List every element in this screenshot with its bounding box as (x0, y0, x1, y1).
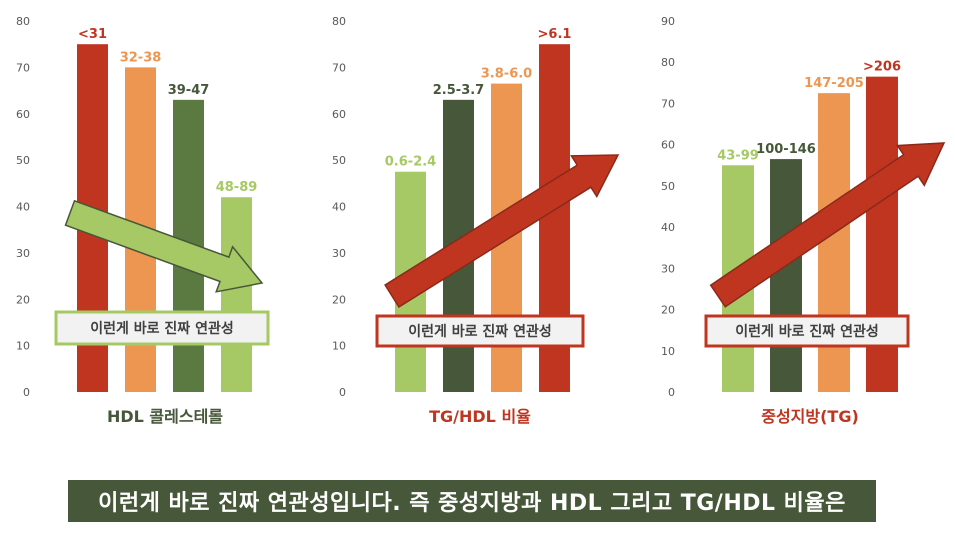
bar-data-label: 39-47 (168, 83, 210, 98)
y-tick-label: 10 (661, 345, 675, 358)
bar-data-label: 147-205 (804, 76, 864, 91)
bar-data-label: 3.8-6.0 (481, 67, 532, 82)
y-tick-label: 70 (332, 61, 346, 74)
bar-data-label: 48-89 (216, 180, 258, 195)
bar-data-label: 2.5-3.7 (433, 83, 484, 98)
bar-data-label: 43-99 (717, 148, 759, 163)
y-tick-label: 30 (661, 262, 675, 275)
y-tick-label: 50 (332, 154, 346, 167)
y-tick-label: 70 (661, 97, 675, 110)
trend-arrow-down-icon (64, 199, 264, 293)
y-tick-label: 20 (661, 304, 675, 317)
callout-box (704, 314, 910, 348)
callout-box (54, 310, 270, 346)
x-axis-label: TG/HDL 비율 (429, 407, 531, 426)
y-tick-label: 30 (16, 247, 30, 260)
y-tick-label: 60 (661, 139, 675, 152)
bar-data-label: >6.1 (538, 27, 572, 42)
x-axis-label: 중성지방(TG) (761, 407, 859, 426)
bar-data-label: 100-146 (756, 142, 816, 157)
y-tick-label: 80 (661, 56, 675, 69)
x-axis-label: HDL 콜레스테롤 (107, 407, 223, 426)
y-tick-label: 40 (332, 201, 346, 214)
y-tick-label: 20 (332, 293, 346, 306)
y-tick-label: 0 (668, 386, 675, 399)
callout-box (375, 314, 585, 348)
callout-text: 이런게 바로 진짜 연관성 (735, 323, 878, 340)
trend-arrow-up-icon (384, 154, 620, 309)
caption-subtitle: 이런게 바로 진짜 연관성입니다. 즉 중성지방과 HDL 그리고 TG/HDL… (68, 480, 876, 522)
bar-data-label: >206 (863, 60, 901, 75)
bar-data-label: 0.6-2.4 (385, 155, 436, 170)
y-tick-label: 80 (16, 15, 30, 28)
y-tick-label: 50 (661, 180, 675, 193)
y-tick-label: 0 (23, 386, 30, 399)
y-tick-label: 0 (339, 386, 346, 399)
y-tick-label: 40 (661, 221, 675, 234)
y-tick-label: 90 (661, 15, 675, 28)
bar (221, 197, 252, 392)
y-tick-label: 30 (332, 247, 346, 260)
bar (770, 159, 802, 392)
y-tick-label: 60 (16, 108, 30, 121)
callout-text: 이런게 바로 진짜 연관성 (408, 323, 551, 340)
y-tick-label: 20 (16, 293, 30, 306)
y-tick-label: 70 (16, 61, 30, 74)
bar-data-label: 32-38 (120, 50, 162, 65)
y-tick-label: 50 (16, 154, 30, 167)
trend-arrow-up-icon (709, 142, 946, 308)
y-tick-label: 40 (16, 201, 30, 214)
y-tick-label: 60 (332, 108, 346, 121)
bar-data-label: <31 (78, 27, 107, 42)
y-tick-label: 10 (332, 340, 346, 353)
y-tick-label: 10 (16, 340, 30, 353)
callout-text: 이런게 바로 진짜 연관성 (90, 320, 233, 337)
y-tick-label: 80 (332, 15, 346, 28)
